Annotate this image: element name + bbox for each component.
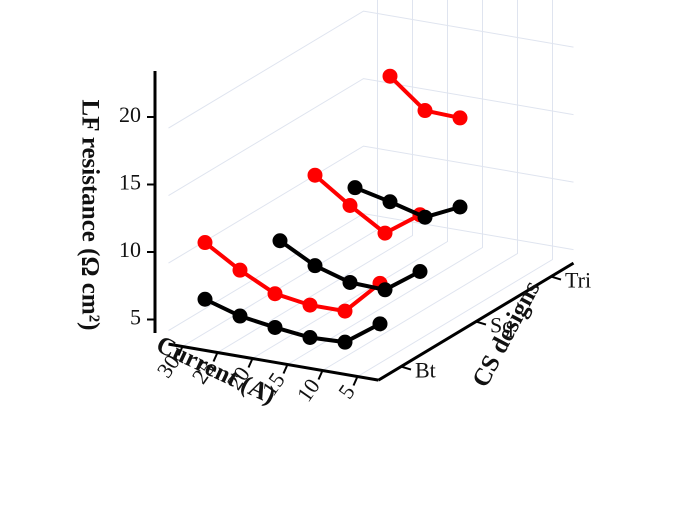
data-point: [412, 264, 428, 279]
y-tick-label: Tri: [565, 268, 591, 293]
data-point: [342, 198, 358, 213]
y-tick: [400, 365, 412, 371]
marks: [197, 68, 468, 350]
y-tick-label: Sq: [490, 313, 513, 338]
data-point: [197, 291, 213, 307]
data-point: [232, 308, 248, 324]
data-point: [272, 233, 288, 249]
data-point: [382, 68, 398, 84]
data-point: [267, 286, 283, 302]
grid-line: [287, 0, 483, 365]
grid-line: [168, 10, 574, 129]
z-tick-label: 20: [119, 102, 141, 127]
data-point: [302, 330, 318, 345]
data-point: [372, 316, 388, 332]
data-point: [377, 282, 393, 298]
x-tick: [247, 358, 254, 368]
data-point: [307, 167, 323, 183]
x-tick: [212, 352, 219, 362]
data-point: [337, 334, 353, 350]
series-line: [313, 173, 421, 236]
x-tick: [317, 370, 324, 380]
y-tick: [550, 275, 562, 281]
x-tick: [177, 346, 184, 356]
data-point: [337, 303, 353, 319]
z-tick-label: 15: [119, 170, 141, 195]
z-axis-title: LF resistance (Ω cm²): [76, 100, 103, 331]
data-point: [377, 225, 393, 241]
data-point: [307, 258, 323, 274]
series-line: [354, 185, 461, 220]
z-tick-label: 5: [130, 305, 141, 330]
data-point: [417, 209, 433, 225]
grid-line: [168, 78, 574, 197]
x-tick: [282, 364, 289, 374]
data-point: [232, 262, 248, 278]
data-point: [197, 235, 213, 251]
data-point: [452, 110, 468, 126]
x-tick: [352, 376, 359, 386]
data-point: [302, 297, 318, 313]
z-tick-label: 10: [119, 237, 141, 262]
data-point: [452, 199, 468, 215]
y-tick: [475, 320, 487, 326]
y-tick-label: Bt: [415, 358, 436, 383]
grid-line: [322, 0, 518, 371]
data-point: [347, 180, 363, 196]
grid-line: [168, 145, 574, 264]
data-point: [342, 274, 358, 290]
data-point: [382, 194, 398, 210]
grid-line: [357, 0, 553, 377]
data-point: [267, 319, 283, 335]
x-axis: [168, 342, 379, 382]
grid-line: [252, 0, 448, 359]
grid-line: [217, 0, 413, 353]
data-point: [417, 103, 433, 119]
